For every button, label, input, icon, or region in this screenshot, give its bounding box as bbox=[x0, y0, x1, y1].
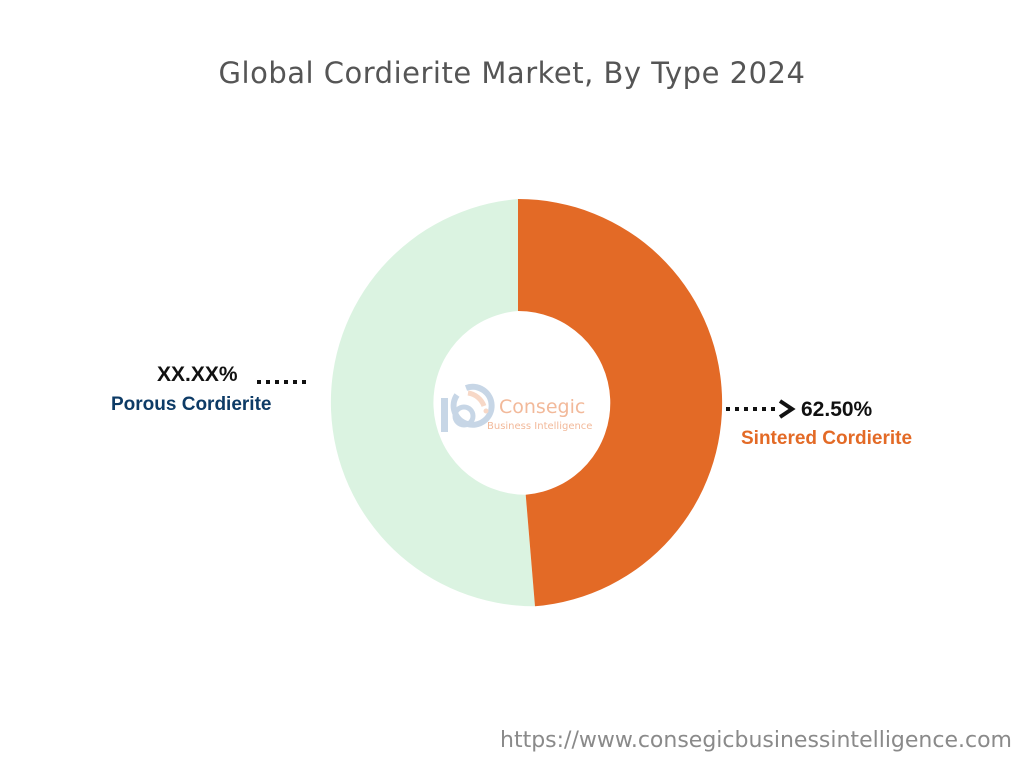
porous-percent-label: XX.XX% bbox=[157, 363, 238, 386]
slice-sintered-cordierite bbox=[518, 198, 723, 607]
porous-name-label: Porous Cordierite bbox=[111, 394, 272, 415]
logo-tagline: Business Intelligence bbox=[487, 421, 593, 432]
chart-title: Global Cordierite Market, By Type 2024 bbox=[218, 56, 806, 90]
source-url: https://www.consegicbusinessintelligence… bbox=[500, 728, 1012, 753]
consegic-logo-icon bbox=[441, 383, 495, 432]
sintered-name-label: Sintered Cordierite bbox=[741, 428, 913, 449]
logo-wordmark: Consegic bbox=[499, 396, 586, 418]
sintered-percent-label: 62.50% bbox=[801, 398, 873, 421]
slice-porous-cordierite bbox=[330, 199, 535, 607]
sintered-leader-arrow bbox=[726, 399, 796, 419]
porous-leader-line bbox=[257, 380, 306, 384]
